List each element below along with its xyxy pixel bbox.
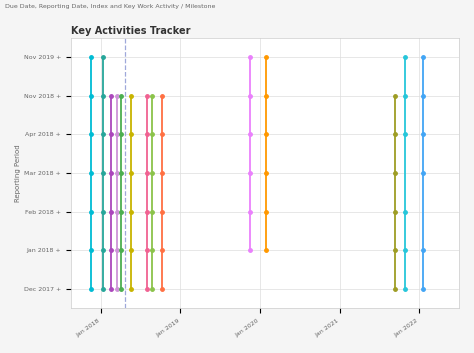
- Text: Due Date, Reporting Date, Index and Key Work Activity / Milestone: Due Date, Reporting Date, Index and Key …: [5, 4, 215, 8]
- Y-axis label: Reporting Period: Reporting Period: [15, 144, 21, 202]
- Text: Key Activities Tracker: Key Activities Tracker: [71, 25, 191, 36]
